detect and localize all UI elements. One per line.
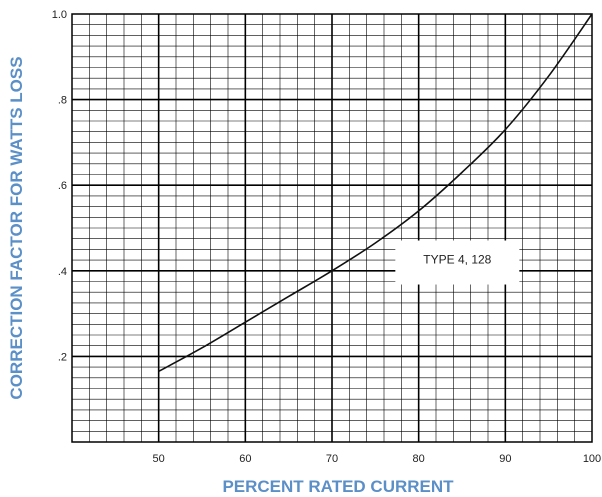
x-tick-label: 100 [583, 453, 601, 465]
y-axis-label: CORRECTION FACTOR FOR WATTS LOSS [7, 56, 26, 399]
x-tick-labels: 50 60 70 80 90 100 [153, 453, 602, 465]
y-tick-label: .4 [58, 266, 67, 278]
y-tick-labels: .2 .4 .6 .8 1.0 [52, 9, 67, 363]
x-tick-label: 90 [499, 453, 511, 465]
x-tick-label: 50 [153, 453, 165, 465]
x-tick-label: 70 [326, 453, 338, 465]
series-layer [158, 13, 593, 373]
x-tick-label: 80 [413, 453, 425, 465]
x-tick-label: 60 [239, 453, 251, 465]
y-tick-label: .6 [58, 180, 67, 192]
y-tick-label: .2 [58, 351, 67, 363]
annotation-box [395, 240, 520, 285]
annotation-layer: TYPE 4, 128 [395, 240, 520, 285]
plot-frame [71, 13, 593, 443]
y-tick-label: .8 [58, 95, 67, 107]
y-tick-label: 1.0 [52, 9, 67, 21]
series-line [158, 13, 593, 373]
series-annotation: TYPE 4, 128 [423, 253, 491, 267]
x-axis-label: PERCENT RATED CURRENT [222, 477, 454, 496]
